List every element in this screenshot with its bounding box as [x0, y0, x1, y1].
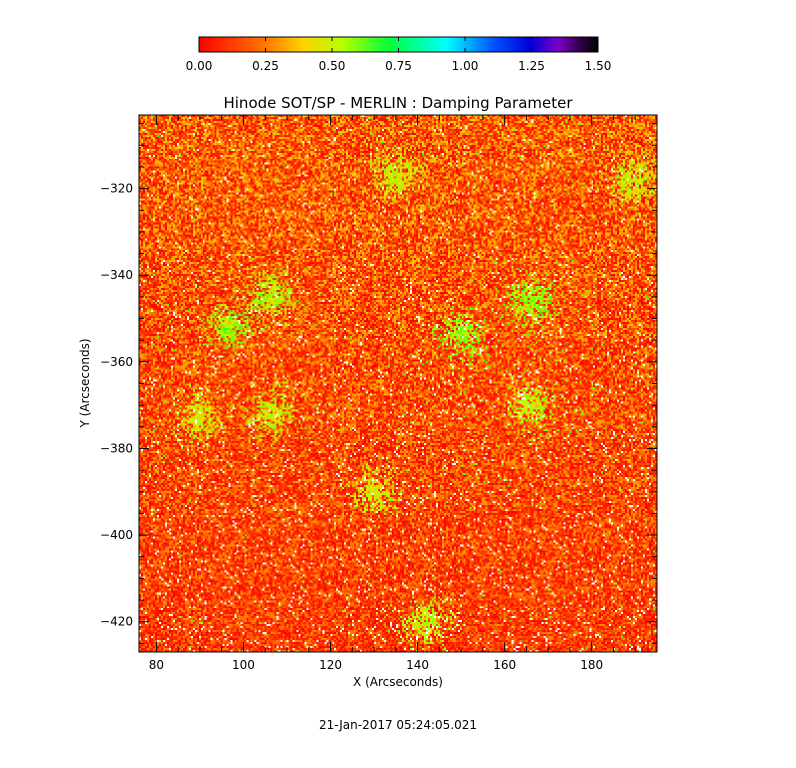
heatmap-image — [139, 115, 657, 652]
y-axis: −320 −340 −360 −380 −400 −420 — [100, 123, 657, 644]
x-tick-label: 80 — [149, 658, 164, 672]
x-tick-label: 180 — [580, 658, 603, 672]
x-tick-label: 140 — [406, 658, 429, 672]
x-tick-label: 100 — [232, 658, 255, 672]
x-axis-label: X (Arcseconds) — [353, 675, 443, 689]
colorbar-tick-label: 0.00 — [186, 59, 213, 73]
x-tick-label: 160 — [493, 658, 516, 672]
colorbar-tick-label: 1.50 — [585, 59, 612, 73]
observation-timestamp: 21-Jan-2017 05:24:05.021 — [319, 718, 477, 732]
colorbar-tick-label: 0.25 — [252, 59, 279, 73]
chart-title: Hinode SOT/SP - MERLIN : Damping Paramet… — [223, 94, 573, 112]
x-axis: 80 100 120 140 160 180 — [149, 115, 636, 672]
colorbar: 0.00 0.25 0.50 0.75 1.00 1.25 1.50 — [186, 36, 612, 73]
y-tick-label: −420 — [100, 615, 133, 629]
y-tick-label: −360 — [100, 355, 133, 369]
y-axis-label: Y (Arcseconds) — [78, 338, 92, 428]
y-tick-label: −340 — [100, 268, 133, 282]
y-tick-label: −380 — [100, 441, 133, 455]
heatmap-raster — [139, 115, 657, 652]
colorbar-tick-label: 0.50 — [319, 59, 346, 73]
y-tick-label: −320 — [100, 182, 133, 196]
y-tick-label: −400 — [100, 528, 133, 542]
colorbar-tick-label: 1.00 — [452, 59, 479, 73]
colorbar-tick-label: 1.25 — [518, 59, 545, 73]
colorbar-tick-label: 0.75 — [385, 59, 412, 73]
x-tick-label: 120 — [319, 658, 342, 672]
